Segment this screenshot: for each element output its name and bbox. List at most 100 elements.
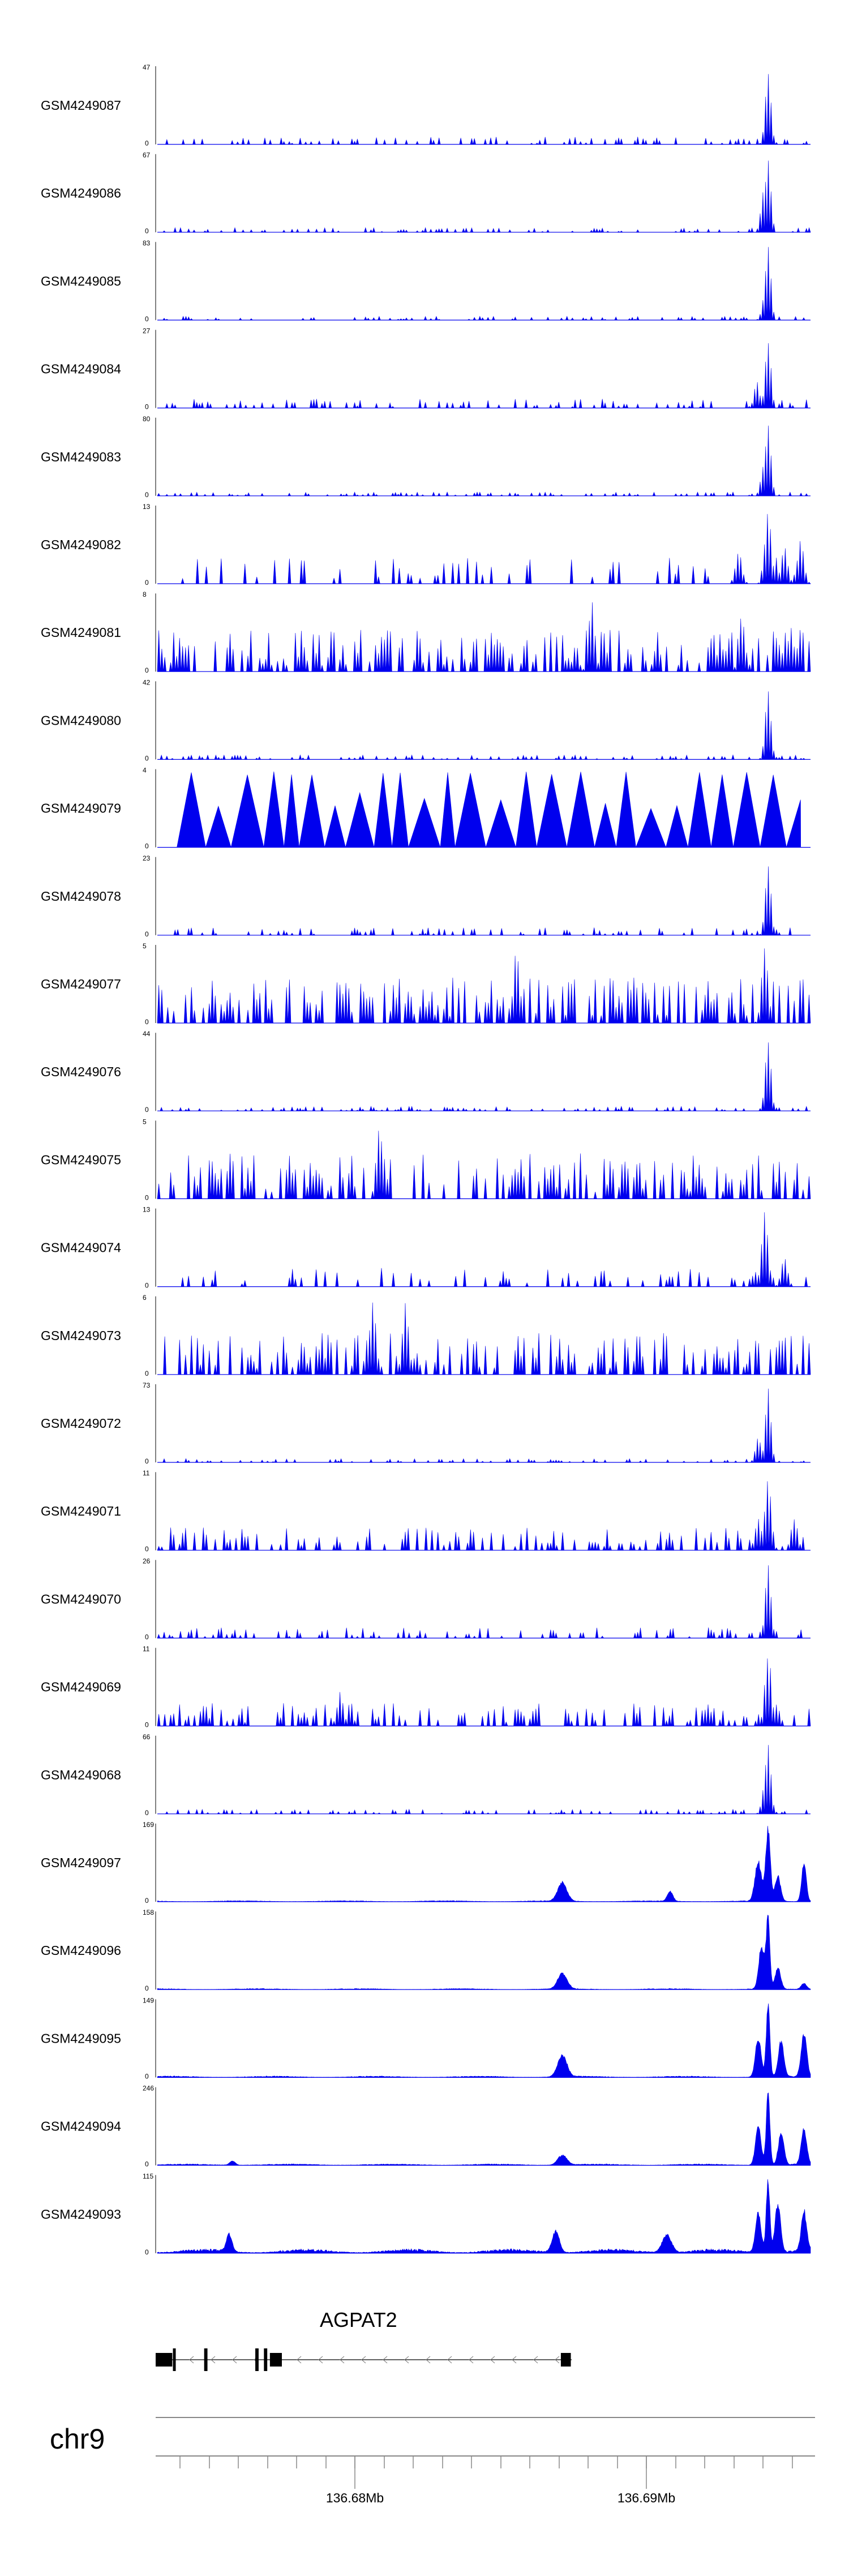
gene-track: AGPAT2 bbox=[156, 2308, 572, 2371]
track-label: GSM4249077 bbox=[41, 977, 121, 991]
signal-area bbox=[157, 2179, 811, 2254]
signal-area bbox=[177, 771, 801, 848]
signal-area bbox=[157, 1745, 811, 1815]
track-label: GSM4249070 bbox=[41, 1591, 121, 1606]
y-min-label: 0 bbox=[145, 1545, 149, 1553]
gene-exon bbox=[560, 2353, 571, 2367]
track-label: GSM4249083 bbox=[41, 450, 121, 464]
strand-arrow bbox=[555, 2356, 560, 2364]
track-label: GSM4249072 bbox=[41, 1416, 121, 1431]
y-min-label: 0 bbox=[145, 1809, 149, 1817]
signal-area bbox=[157, 1825, 811, 1902]
y-min-label: 0 bbox=[145, 2072, 149, 2080]
track-label: GSM4249073 bbox=[41, 1328, 121, 1343]
track-label: GSM4249085 bbox=[41, 273, 121, 288]
track-GSM4249075: GSM4249075 5 0 bbox=[41, 1118, 811, 1201]
y-min-label: 0 bbox=[145, 1018, 149, 1026]
track-GSM4249082: GSM4249082 13 0 bbox=[41, 503, 811, 587]
y-min-label: 0 bbox=[145, 2248, 149, 2256]
strand-arrow bbox=[297, 2356, 302, 2364]
signal-area bbox=[157, 343, 811, 409]
track-label: GSM4249075 bbox=[41, 1152, 121, 1167]
strand-arrow bbox=[318, 2356, 323, 2364]
strand-arrow bbox=[383, 2356, 388, 2364]
track-label: GSM4249087 bbox=[41, 98, 121, 113]
track-label: GSM4249093 bbox=[41, 2207, 121, 2222]
signal-area bbox=[157, 74, 811, 146]
strand-arrow bbox=[211, 2356, 216, 2364]
signal-area bbox=[157, 602, 811, 673]
y-min-label: 0 bbox=[145, 1106, 149, 1114]
signal-area bbox=[157, 160, 811, 233]
signal-area bbox=[157, 1042, 811, 1112]
track-GSM4249072: GSM4249072 73 0 bbox=[41, 1381, 811, 1465]
signal-area bbox=[157, 948, 811, 1024]
strand-arrow bbox=[469, 2356, 474, 2364]
y-max-label: 23 bbox=[143, 854, 151, 862]
y-max-label: 67 bbox=[143, 151, 151, 159]
y-min-label: 0 bbox=[145, 754, 149, 762]
track-GSM4249076: GSM4249076 44 0 bbox=[41, 1030, 811, 1114]
y-min-label: 0 bbox=[145, 579, 149, 587]
y-max-label: 11 bbox=[143, 1469, 150, 1477]
signal-area bbox=[157, 1481, 811, 1551]
signal-area bbox=[157, 1565, 811, 1639]
y-min-label: 0 bbox=[145, 2160, 149, 2168]
track-label: GSM4249068 bbox=[41, 1768, 121, 1782]
signal-area bbox=[157, 1212, 811, 1287]
axis-tick-label: 136.69Mb bbox=[618, 2491, 675, 2505]
track-label: GSM4249097 bbox=[41, 1855, 121, 1870]
y-min-label: 0 bbox=[145, 1897, 149, 1905]
y-min-label: 0 bbox=[145, 1370, 149, 1377]
track-GSM4249080: GSM4249080 42 0 bbox=[41, 678, 811, 762]
y-max-label: 27 bbox=[143, 327, 151, 335]
signal-area bbox=[157, 1388, 811, 1463]
y-max-label: 80 bbox=[143, 415, 151, 423]
gene-name: AGPAT2 bbox=[320, 2308, 397, 2331]
track-GSM4249071: GSM4249071 11 0 bbox=[41, 1469, 811, 1553]
gene-exon bbox=[173, 2348, 176, 2371]
track-label: GSM4249082 bbox=[41, 537, 121, 552]
track-GSM4249073: GSM4249073 6 0 bbox=[41, 1294, 811, 1377]
y-min-label: 0 bbox=[145, 1193, 149, 1201]
track-label: GSM4249071 bbox=[41, 1504, 121, 1518]
gene-exon bbox=[264, 2348, 268, 2371]
y-max-label: 246 bbox=[143, 2085, 154, 2093]
track-GSM4249078: GSM4249078 23 0 bbox=[41, 854, 811, 938]
track-label: GSM4249086 bbox=[41, 186, 121, 200]
y-max-label: 5 bbox=[143, 942, 147, 950]
y-min-label: 0 bbox=[145, 1457, 149, 1465]
track-GSM4249074: GSM4249074 13 0 bbox=[41, 1206, 811, 1290]
track-GSM4249083: GSM4249083 80 0 bbox=[41, 415, 811, 499]
track-GSM4249094: GSM4249094 246 0 bbox=[41, 2085, 811, 2168]
strand-arrow bbox=[512, 2356, 517, 2364]
y-max-label: 47 bbox=[143, 63, 151, 71]
y-min-label: 0 bbox=[145, 666, 149, 674]
track-label: GSM4249069 bbox=[41, 1680, 121, 1694]
track-GSM4249084: GSM4249084 27 0 bbox=[41, 327, 811, 411]
strand-arrow bbox=[404, 2356, 409, 2364]
track-GSM4249096: GSM4249096 158 0 bbox=[41, 1909, 811, 1992]
track-GSM4249095: GSM4249095 149 0 bbox=[41, 1996, 811, 2080]
genome-axis: 136.68Mb 136.69Mb bbox=[156, 2417, 815, 2505]
y-min-label: 0 bbox=[145, 930, 149, 938]
y-max-label: 6 bbox=[143, 1294, 147, 1302]
track-GSM4249079: GSM4249079 4 0 bbox=[41, 767, 811, 850]
track-label: GSM4249079 bbox=[41, 801, 121, 816]
axis-tick-label: 136.68Mb bbox=[326, 2491, 384, 2505]
track-GSM4249087: GSM4249087 47 0 bbox=[41, 63, 811, 147]
y-max-label: 11 bbox=[143, 1645, 150, 1653]
y-max-label: 44 bbox=[143, 1030, 151, 1038]
y-max-label: 115 bbox=[143, 2172, 153, 2180]
signal-area bbox=[157, 1915, 811, 1990]
strand-arrow bbox=[426, 2356, 431, 2364]
y-max-label: 158 bbox=[143, 1909, 154, 1916]
track-label: GSM4249080 bbox=[41, 713, 121, 728]
strand-arrow bbox=[189, 2356, 194, 2364]
y-max-label: 13 bbox=[143, 1206, 151, 1214]
y-min-label: 0 bbox=[145, 1633, 149, 1641]
signal-area bbox=[157, 2003, 811, 2078]
signal-area bbox=[157, 1658, 811, 1727]
y-max-label: 66 bbox=[143, 1733, 151, 1741]
